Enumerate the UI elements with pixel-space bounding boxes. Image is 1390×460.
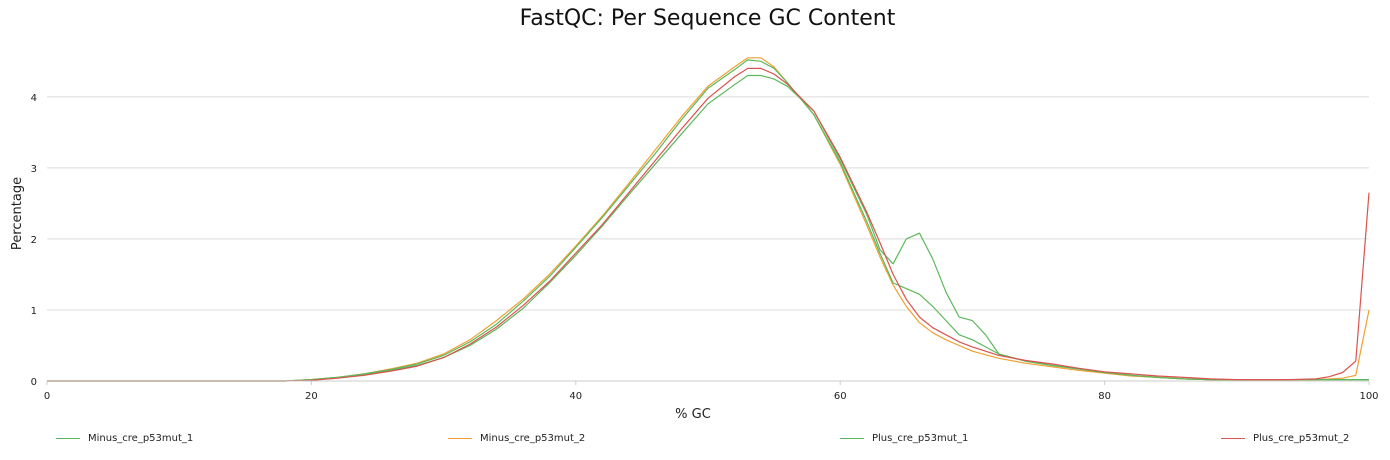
legend-label: Minus_cre_p53mut_2	[480, 433, 586, 444]
legend-label: Plus_cre_p53mut_2	[1253, 433, 1350, 444]
legend-item[interactable]: Minus_cre_p53mut_2	[448, 433, 585, 444]
x-axis-ticks: 0 20 40 60 80 100	[44, 381, 1379, 402]
series-line	[47, 57, 1370, 382]
y-tick-label: 3	[31, 164, 37, 175]
x-axis-label: % GC	[675, 407, 711, 422]
x-tick-label: 80	[1098, 391, 1111, 402]
legend-swatch	[448, 438, 472, 439]
legend-swatch	[1221, 438, 1245, 439]
y-tick-label: 2	[31, 235, 37, 246]
series-line	[47, 67, 1370, 382]
series-lines	[47, 57, 1370, 382]
chart-plot-area: 0 1 2 3 4 0 20 40 60 80 100 % GC Percentage	[10, 57, 1379, 422]
x-tick-label: 60	[834, 391, 847, 402]
x-tick-label: 20	[305, 391, 318, 402]
chart-title: FastQC: Per Sequence GC Content	[519, 6, 896, 31]
x-tick-label: 40	[569, 391, 582, 402]
legend-item[interactable]: Minus_cre_p53mut_1	[56, 433, 193, 444]
legend: Minus_cre_p53mut_1 Minus_cre_p53mut_2 Plus…	[0, 430, 1390, 450]
y-tick-label: 0	[31, 377, 37, 388]
legend-label: Minus_cre_p53mut_1	[88, 433, 194, 444]
x-tick-label: 0	[44, 391, 50, 402]
legend-item[interactable]: Plus_cre_p53mut_1	[840, 433, 968, 444]
legend-item[interactable]: Plus_cre_p53mut_2	[1221, 433, 1349, 444]
legend-label: Plus_cre_p53mut_1	[872, 433, 969, 444]
series-line	[47, 74, 1369, 382]
grid-lines	[47, 96, 1369, 311]
y-axis-label: Percentage	[10, 177, 25, 250]
legend-swatch	[56, 438, 80, 439]
y-axis-ticks: 0 1 2 3 4	[31, 93, 37, 388]
legend-swatch	[840, 438, 864, 439]
y-tick-label: 4	[31, 93, 37, 104]
y-tick-label: 1	[31, 306, 37, 317]
x-tick-label: 100	[1359, 391, 1378, 402]
series-line	[47, 59, 1369, 382]
